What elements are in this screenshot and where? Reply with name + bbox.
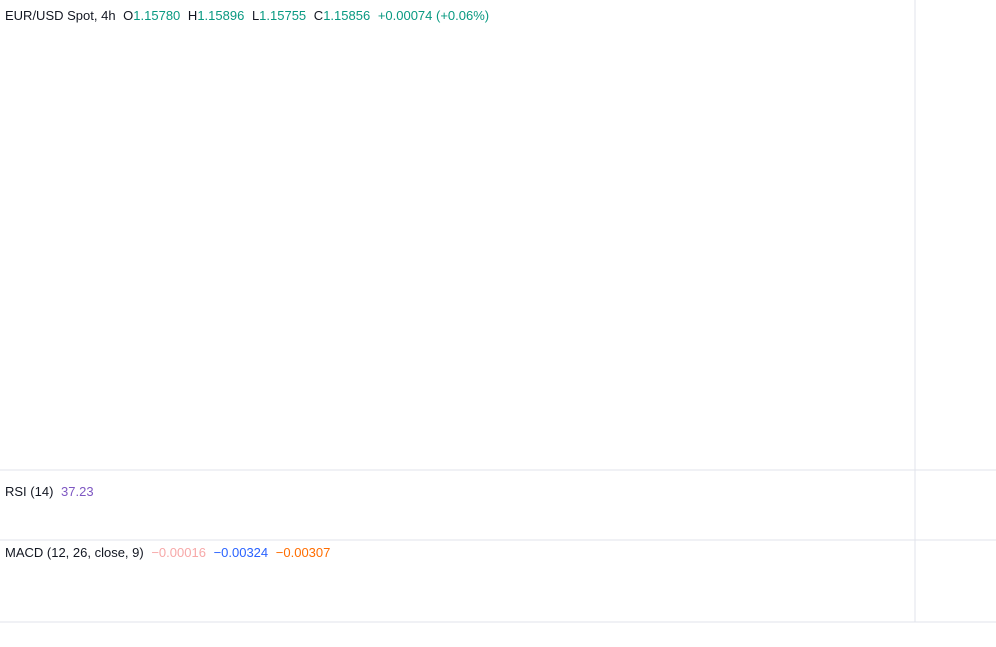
ohlc-value: 1.15780 [133,8,181,23]
macd-header: MACD (12, 26, close, 9) −0.00016 −0.0032… [5,545,334,560]
ohlc-key: H [187,8,198,23]
ohlc-item: C1.15856 [314,8,370,23]
symbol-title: EUR/USD Spot, 4h [5,8,116,23]
ohlc-value: 1.15856 [323,8,371,23]
symbol-header: EUR/USD Spot, 4h O1.15780 H1.15896 L1.15… [5,8,493,23]
signal-value: −0.00307 [275,545,331,560]
hist-value: −0.00016 [151,545,206,560]
ohlc-value: 1.15896 [197,8,245,23]
ohlc-key: C [313,8,324,23]
rsi-title: RSI (14) [5,484,54,499]
ohlc-key: O [123,8,134,23]
ohlc-item: H1.15896 [188,8,244,23]
change: +0.00074 (+0.06%) [377,8,490,23]
macd-value: −0.00324 [213,545,269,560]
ohlc-value: 1.15755 [259,8,307,23]
rsi-value: 37.23 [61,484,94,499]
ohlc-key: L [251,8,260,23]
rsi-header: RSI (14) 37.23 [5,484,98,499]
ohlc-item: O1.15780 [123,8,180,23]
macd-title: MACD (12, 26, close, 9) [5,545,144,560]
ohlc-item: L1.15755 [252,8,306,23]
